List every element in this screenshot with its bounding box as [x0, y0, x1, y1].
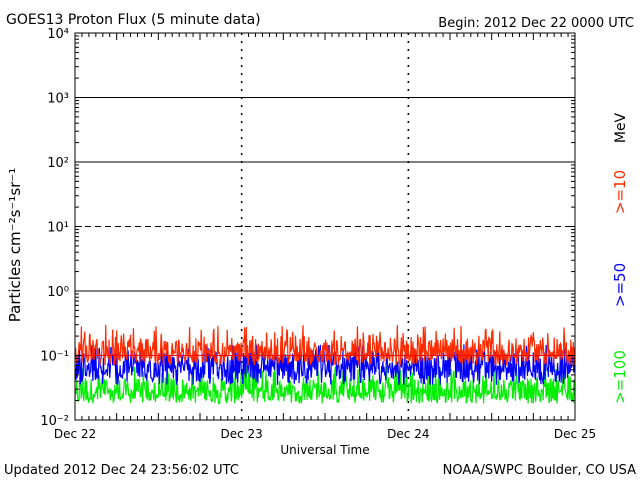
x-tick-label: Dec 24 — [387, 427, 429, 441]
x-tick-label: Dec 22 — [54, 427, 96, 441]
series-line — [74, 324, 576, 367]
series-line — [74, 365, 576, 405]
x-tick-label: Dec 23 — [221, 427, 263, 441]
credit-text: NOAA/SWPC Boulder, CO USA — [443, 463, 636, 478]
y-tick-label: 10⁴ — [47, 27, 69, 42]
y-tick-label: 10⁻¹ — [40, 350, 69, 365]
y-tick-label: 10³ — [47, 92, 69, 107]
y-axis-label: Particles cm⁻²s⁻¹sr⁻¹ — [6, 168, 24, 322]
y-tick-label: 10⁻² — [40, 414, 69, 429]
chart-title: GOES13 Proton Flux (5 minute data) — [6, 12, 261, 28]
y-tick-label: 10² — [47, 156, 69, 171]
unit-label: MeV — [613, 112, 629, 143]
legend-series-10mev: >=10 — [611, 170, 629, 214]
x-axis-label: Universal Time — [280, 443, 369, 457]
legend-series-100mev: >=100 — [611, 350, 629, 404]
y-tick-labels: 10⁻² 10⁻¹ 10⁰ 10¹ 10² 10³ 10⁴ — [40, 27, 575, 429]
y-tick-label: 10⁰ — [47, 285, 69, 300]
series-lines — [74, 324, 576, 405]
x-tick-labels: Dec 22 Dec 23 Dec 24 Dec 25 — [54, 33, 596, 441]
y-tick-label: 10¹ — [47, 221, 69, 236]
legend-series-50mev: >=50 — [611, 263, 629, 307]
x-tick-label: Dec 25 — [554, 427, 596, 441]
begin-time: Begin: 2012 Dec 22 0000 UTC — [438, 16, 634, 31]
updated-timestamp: Updated 2012 Dec 24 23:56:02 UTC — [4, 463, 239, 478]
